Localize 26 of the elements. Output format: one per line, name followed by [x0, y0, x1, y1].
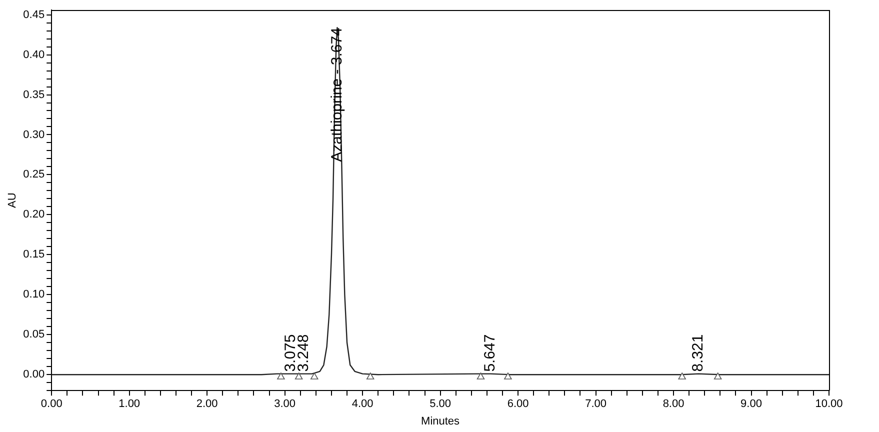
- y-tick-label: 0.05: [23, 328, 45, 341]
- y-tick-label: 0.00: [23, 368, 45, 381]
- x-tick-label: 3.00: [274, 398, 296, 410]
- y-tick-label: 0.30: [23, 128, 45, 141]
- y-tick-label: 0.25: [23, 168, 45, 181]
- y-tick-label: 0.15: [23, 248, 45, 261]
- x-tick-label: 5.00: [430, 398, 452, 410]
- x-tick-label: 9.00: [740, 398, 762, 410]
- y-tick-label: 0.10: [23, 288, 45, 301]
- y-tick-label: 0.45: [23, 8, 45, 21]
- y-axis-title: AU: [6, 192, 19, 208]
- y-tick-label: 0.40: [23, 48, 45, 61]
- x-tick-label: 0.00: [40, 398, 62, 410]
- x-tick-label: 2.00: [196, 398, 218, 410]
- x-tick-label: 10.00: [815, 398, 843, 410]
- x-tick-label: 8.00: [662, 398, 684, 410]
- x-axis-title: Minutes: [421, 415, 460, 428]
- annotation: 8.321: [690, 334, 707, 372]
- x-tick-label: 6.00: [507, 398, 529, 410]
- x-tick-label: 4.00: [352, 398, 374, 410]
- x-tick-label: 7.00: [585, 398, 606, 410]
- x-tick-label: 1.00: [118, 398, 140, 410]
- y-tick-label: 0.35: [23, 88, 45, 101]
- annotation: 5.647: [482, 334, 499, 372]
- y-tick-label: 0.20: [23, 208, 45, 221]
- annotation: Azathioprine - 3.674: [328, 28, 346, 162]
